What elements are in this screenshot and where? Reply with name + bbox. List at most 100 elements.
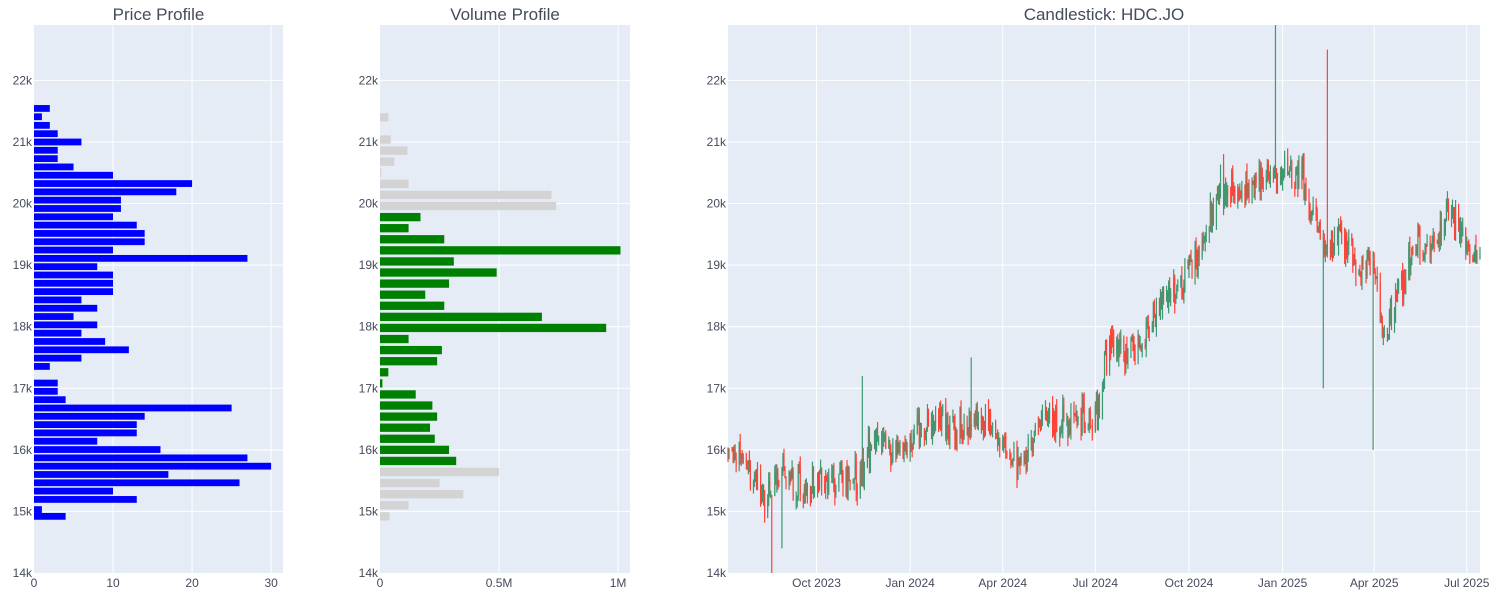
candle-body <box>1397 286 1399 296</box>
y-tick-label: 20k <box>707 197 727 211</box>
candle-body <box>992 422 994 430</box>
candle-body <box>776 471 778 485</box>
candle-body <box>775 472 777 485</box>
candle-body <box>754 473 756 480</box>
candle-body <box>1044 408 1046 413</box>
candle-body <box>1390 304 1392 330</box>
profile-bar <box>380 412 438 421</box>
profile-bar <box>34 146 58 154</box>
candle-body <box>1097 395 1099 421</box>
candle-body <box>1467 244 1469 246</box>
candle-body <box>1063 405 1065 421</box>
profile-bar <box>34 263 98 271</box>
candle-body <box>1415 251 1417 253</box>
candle-body <box>863 465 865 481</box>
candle-body <box>1466 244 1468 253</box>
candle-body <box>770 495 772 497</box>
candle-body <box>925 428 927 439</box>
candle-body <box>813 490 815 494</box>
candle-body <box>1291 161 1293 187</box>
y-tick-label: 18k <box>13 320 33 334</box>
x-tick-label: 0 <box>31 576 38 590</box>
candle-body <box>1446 201 1448 204</box>
candle-body <box>1240 193 1242 198</box>
candle-body <box>1141 344 1143 350</box>
candle-body <box>1087 426 1089 428</box>
candle-body <box>1175 294 1177 304</box>
candle-body <box>1067 417 1069 438</box>
profile-bar <box>34 121 50 129</box>
candle-body <box>1196 260 1198 276</box>
candle-body <box>747 461 749 464</box>
candle-body <box>789 478 791 480</box>
candle-body <box>1010 457 1012 464</box>
profile-bar <box>34 171 114 179</box>
candle-body <box>1382 334 1384 337</box>
candle-body <box>1398 280 1400 287</box>
y-tick-label: 17k <box>359 381 379 395</box>
candle-body <box>768 480 770 502</box>
candle-body <box>805 483 807 494</box>
candle-body <box>1212 208 1214 222</box>
y-tick-label: 18k <box>359 320 379 334</box>
candle-body <box>889 439 891 447</box>
candle-body <box>1176 287 1178 295</box>
candle-body <box>1118 340 1120 359</box>
candle-body <box>1461 224 1463 236</box>
candle-body <box>1170 293 1172 298</box>
candle-body <box>1168 287 1170 307</box>
y-tick-label: 14k <box>359 566 379 580</box>
candle-body <box>1197 246 1199 276</box>
profile-bar <box>380 467 500 477</box>
candle-body <box>1182 290 1184 294</box>
x-tick-label: 0 <box>377 576 384 590</box>
candle-body <box>1130 341 1132 358</box>
candle-body <box>781 469 783 483</box>
candle-body <box>910 435 912 450</box>
profile-bar <box>380 235 445 244</box>
candle-body <box>1315 205 1317 215</box>
candle-body <box>960 410 962 433</box>
candle-body <box>763 485 765 499</box>
candle-body <box>1094 406 1096 433</box>
chart-title: Candlestick: HDC.JO <box>1024 5 1185 24</box>
candle-body <box>895 442 897 454</box>
y-tick-label: 19k <box>707 258 727 272</box>
y-tick-label: 20k <box>13 197 33 211</box>
candle-body <box>1194 247 1196 276</box>
profile-bar <box>380 201 557 211</box>
candle-body <box>1317 229 1319 232</box>
candle-body <box>1274 170 1276 174</box>
candle-body <box>809 495 811 497</box>
profile-bar <box>380 501 409 510</box>
profile-bar <box>34 487 114 495</box>
profile-bar <box>380 312 542 322</box>
profile-bar <box>34 462 272 470</box>
candle-body <box>1468 244 1470 247</box>
candle-body <box>733 454 735 457</box>
y-tick-label: 22k <box>359 73 379 87</box>
y-tick-label: 18k <box>707 320 727 334</box>
candle-body <box>1088 409 1090 427</box>
candle-body <box>1379 282 1381 323</box>
candle-body <box>852 479 854 483</box>
candle-body <box>1106 344 1108 368</box>
profile-bar <box>34 454 248 462</box>
candle-body <box>1154 315 1156 327</box>
candle-body <box>1272 173 1274 177</box>
profile-bar <box>380 478 440 488</box>
candle-body <box>1373 260 1375 272</box>
candle-body <box>1254 176 1256 195</box>
candle-body <box>1253 182 1255 195</box>
profile-bar <box>34 163 74 171</box>
y-tick-label: 15k <box>359 504 379 518</box>
candle-body <box>953 416 955 425</box>
candle-body <box>1151 323 1153 333</box>
candle-body <box>976 407 978 427</box>
y-tick-label: 15k <box>13 504 33 518</box>
candle-body <box>1120 338 1122 347</box>
candle-body <box>1447 201 1449 218</box>
candle-body <box>827 479 829 492</box>
y-tick-label: 22k <box>13 73 33 87</box>
candle-body <box>782 456 784 470</box>
